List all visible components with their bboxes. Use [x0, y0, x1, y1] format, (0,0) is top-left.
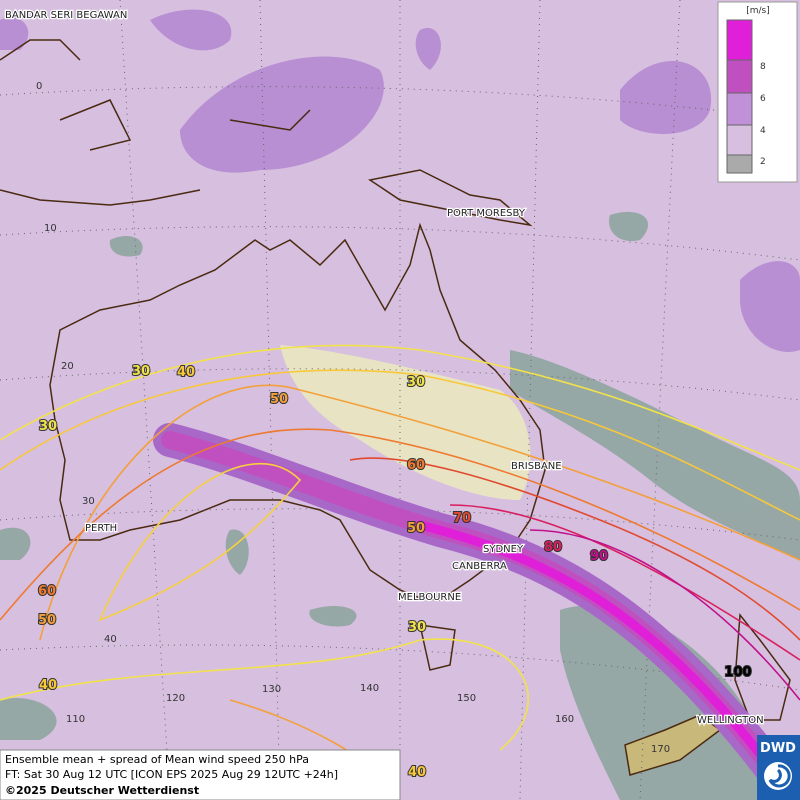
legend-swatch [726, 92, 753, 126]
jet-spread [153, 423, 797, 797]
grid-label: 30 [82, 496, 95, 507]
grid-label: 150 [457, 693, 476, 704]
legend-tick: 6 [760, 94, 766, 104]
caption-box [0, 749, 401, 800]
contour-label: 50 [270, 392, 288, 407]
legend-tick: 2 [760, 157, 766, 167]
contour-label: 40 [39, 678, 57, 693]
spread-areas [0, 9, 800, 352]
grid-label: 110 [66, 714, 85, 725]
grid-label: 120 [166, 693, 185, 704]
caption-forecast: FT: Sat 30 Aug 12 UTC [ICON EPS 2025 Aug… [5, 768, 338, 781]
place-labels: BANDAR SERI BEGAWAN PORT MORESBY BRISBAN… [4, 9, 765, 728]
contour-label: 30 [408, 620, 426, 635]
legend-swatch [726, 19, 753, 61]
contour-label: 50 [38, 613, 56, 628]
place-label: BANDAR SERI BEGAWAN [5, 10, 127, 21]
grid-label: 130 [262, 684, 281, 695]
grid-label: 20 [61, 361, 74, 372]
logo-swirl [768, 764, 791, 788]
grid-label: 0 [36, 81, 42, 92]
legend-tick: 8 [760, 62, 766, 72]
grid-label: 160 [555, 714, 574, 725]
contour-label: 40 [177, 365, 195, 380]
contour-label: 40 [408, 765, 426, 780]
legend: [m/s] 8 6 4 2 [717, 1, 798, 183]
caption: Ensemble mean + spread of Mean wind spee… [0, 749, 401, 800]
grid-labels: 0 10 20 30 40 110 120 130 140 150 160 17… [36, 81, 670, 755]
logo-text: DWD [760, 741, 796, 756]
contour-label: 70 [453, 511, 471, 526]
place-label: PORT MORESBY [447, 208, 526, 219]
place-label: WELLINGTON [697, 715, 764, 726]
legend-swatch [726, 124, 753, 156]
contour-label: 30 [132, 364, 150, 379]
place-label: MELBOURNE [398, 592, 461, 603]
grid-label: 140 [360, 683, 379, 694]
contour-label: 50 [407, 521, 425, 536]
contour-label: 100 [724, 665, 751, 680]
caption-copyright: ©2025 Deutscher Wetterdienst [5, 784, 199, 797]
contour-label: 30 [407, 375, 425, 390]
place-label: PERTH [85, 523, 117, 534]
coastline [368, 169, 533, 227]
grid-label: 40 [104, 634, 117, 645]
contour-label: 30 [39, 419, 57, 434]
coastline [0, 39, 311, 206]
caption-title: Ensemble mean + spread of Mean wind spee… [5, 753, 309, 766]
legend-swatch [726, 154, 753, 174]
terrain [280, 345, 531, 500]
coastline [49, 222, 546, 601]
place-label: BRISBANE [511, 461, 562, 472]
place-label: CANBERRA [452, 561, 507, 572]
coastline [734, 613, 791, 721]
contour-label: 80 [544, 540, 562, 555]
logo: DWD [757, 735, 800, 800]
low-spread-areas [0, 211, 800, 800]
legend-tick: 4 [760, 126, 766, 136]
coastline [419, 624, 456, 671]
place-label: SYDNEY [483, 544, 524, 555]
isotachs [0, 344, 800, 800]
legend-unit: [m/s] [746, 6, 770, 16]
contour-labels: 30 40 30 50 30 60 70 50 80 90 60 50 30 4… [37, 363, 753, 781]
contour-label: 60 [38, 584, 56, 599]
legend-swatch [726, 59, 753, 94]
contour-label: 90 [590, 549, 608, 564]
contour-label: 60 [407, 458, 425, 473]
grid-label: 10 [44, 223, 57, 234]
grid-label: 170 [651, 744, 670, 755]
